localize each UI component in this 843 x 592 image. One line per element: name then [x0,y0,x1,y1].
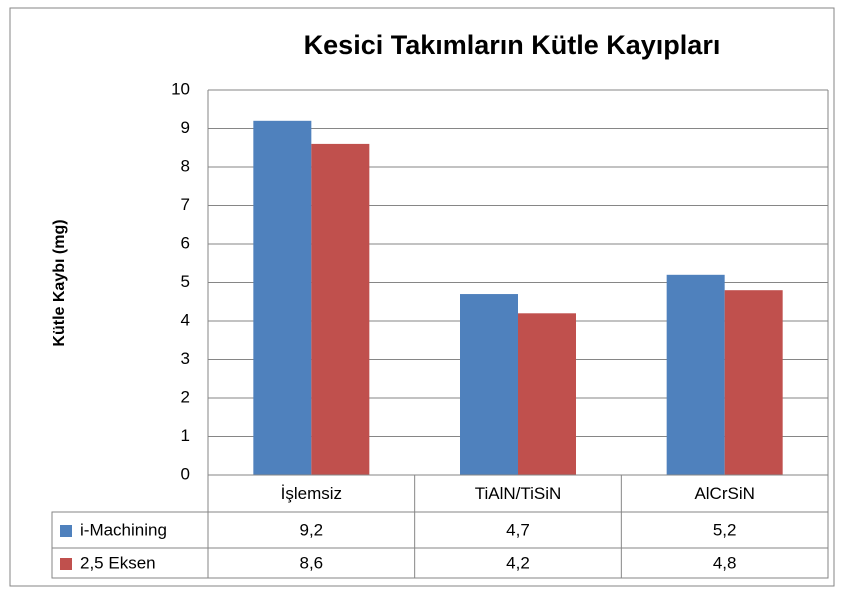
legend-key [60,558,72,570]
y-tick-label: 1 [181,426,190,445]
y-tick-label: 4 [181,310,190,329]
x-tick-label: İşlemsiz [281,484,342,503]
table-value: 4,2 [506,553,530,572]
chart-title: Kesici Takımların Kütle Kayıpları [304,30,721,60]
y-tick-label: 0 [181,464,190,483]
x-tick-label: TiAlN/TiSiN [475,484,562,503]
bar [311,143,370,475]
legend-label: 2,5 Eksen [80,553,156,572]
table-value: 5,2 [713,520,737,539]
y-tick-label: 6 [181,233,190,252]
legend-key [60,525,72,537]
y-tick-label: 7 [181,195,190,214]
bar [253,120,312,476]
bar [724,290,783,475]
table-value: 4,7 [506,520,530,539]
table-value: 4,8 [713,553,737,572]
y-tick-label: 8 [181,156,190,175]
table-value: 9,2 [300,520,324,539]
table-value: 8,6 [300,553,324,572]
y-tick-label: 10 [171,79,190,98]
bar [518,313,576,475]
y-axis-label: Kütle Kaybı (mg) [51,219,68,346]
legend-label: i-Machining [80,520,167,539]
y-tick-label: 2 [181,387,190,406]
bar [666,274,725,475]
y-tick-label: 9 [181,118,190,137]
bar [460,294,518,475]
y-tick-label: 3 [181,349,190,368]
x-tick-label: AlCrSiN [694,484,754,503]
y-tick-label: 5 [181,272,190,291]
